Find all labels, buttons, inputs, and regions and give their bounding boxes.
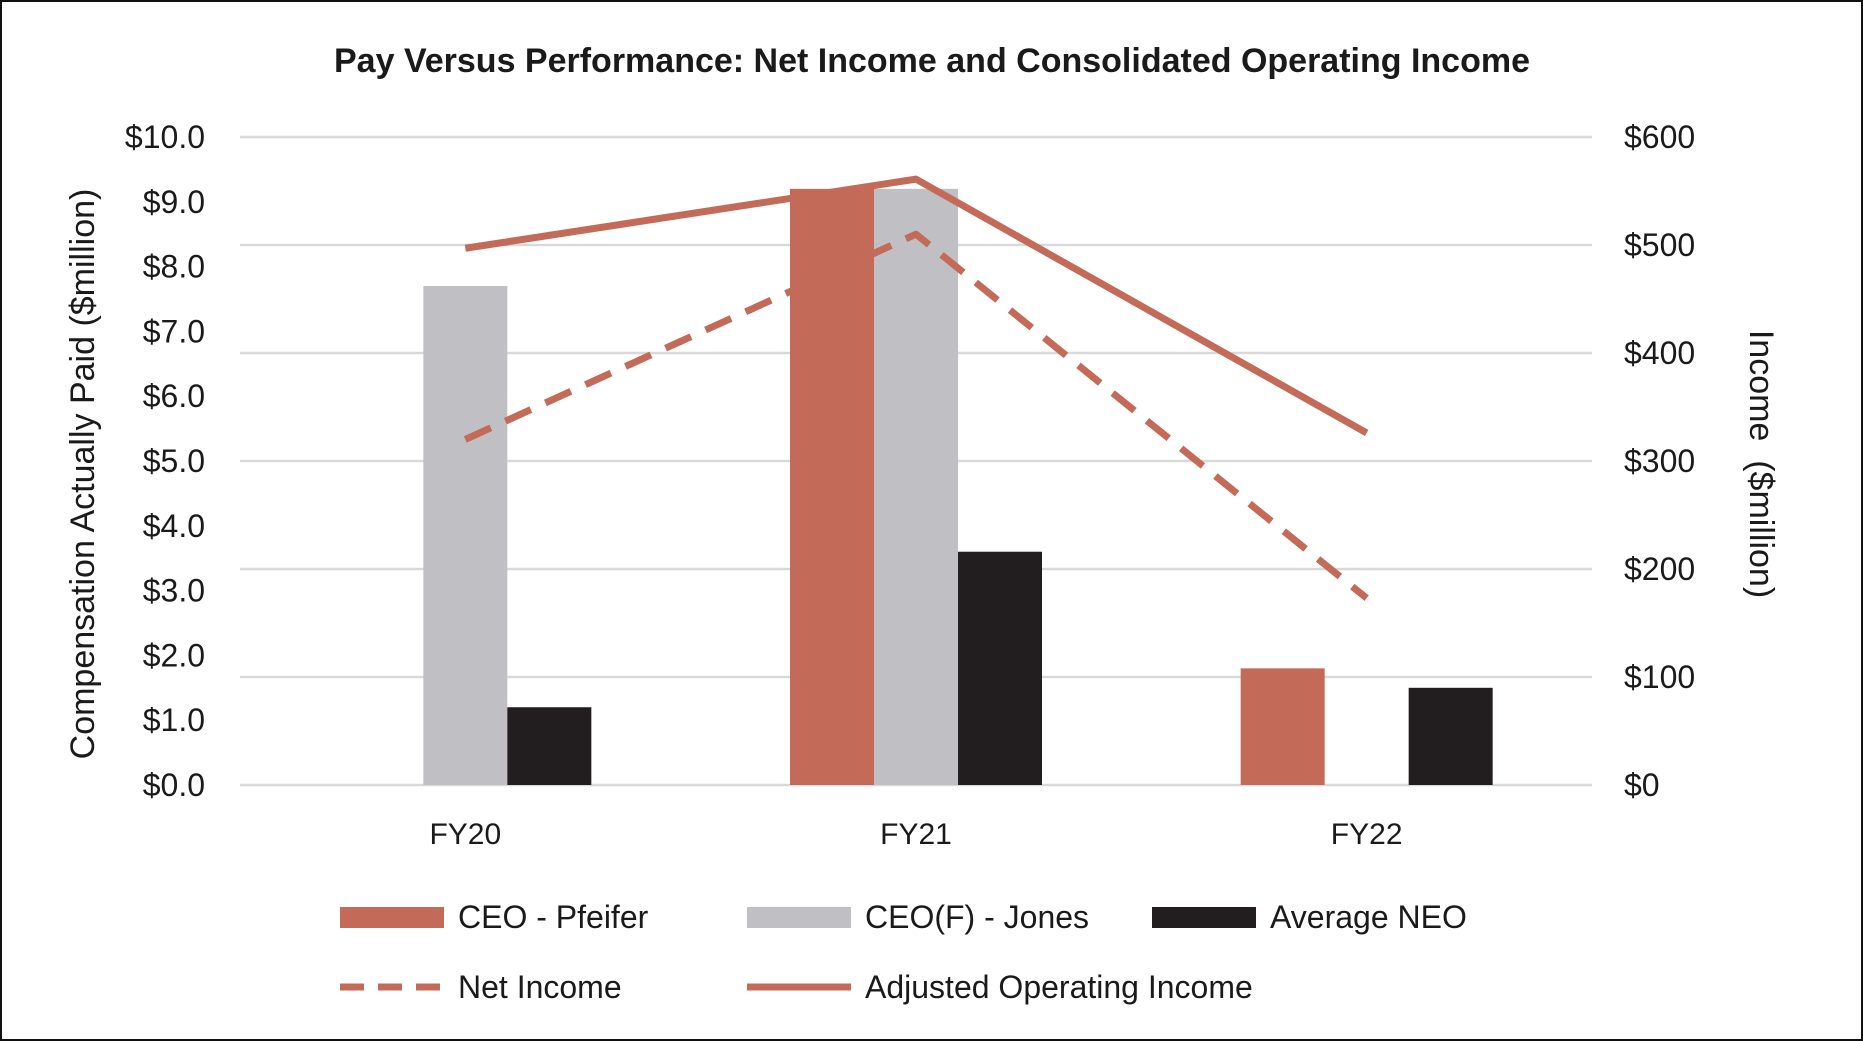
- left-tick-label: $7.0: [143, 313, 205, 349]
- left-tick-label: $3.0: [143, 573, 205, 609]
- right-tick-label: $600: [1624, 119, 1695, 155]
- left-axis-title: Compensation Actually Paid ($million): [64, 189, 102, 760]
- bar: [874, 188, 958, 786]
- series-lines: [463, 175, 1369, 601]
- net-income-line: [463, 230, 1369, 601]
- bars: [423, 188, 1493, 786]
- bar: [1240, 668, 1325, 785]
- bar: [790, 188, 874, 786]
- left-tick-label: $1.0: [143, 702, 205, 738]
- category-label: FY22: [1331, 818, 1403, 851]
- category-label: FY20: [429, 818, 501, 851]
- bar: [423, 286, 508, 785]
- legend-label: CEO - Pfeifer: [458, 899, 649, 935]
- right-tick-label: $0: [1624, 767, 1660, 803]
- legend-label: Net Income: [458, 969, 622, 1005]
- chart-title: Pay Versus Performance: Net Income and C…: [334, 42, 1530, 80]
- legend-label: Adjusted Operating Income: [865, 969, 1253, 1005]
- legend-swatch: [1152, 907, 1256, 928]
- bar: [1408, 687, 1493, 785]
- right-tick-label: $300: [1624, 443, 1695, 479]
- bar: [507, 707, 592, 785]
- left-tick-label: $4.0: [143, 508, 205, 544]
- right-tick-label: $400: [1624, 335, 1695, 371]
- legend-label: CEO(F) - Jones: [865, 899, 1089, 935]
- left-tick-label: $8.0: [143, 249, 205, 285]
- left-axis-ticks: $0.0 $1.0 $2.0 $3.0 $4.0 $5.0 $6.0 $7.0 $8.0 $9.0…: [125, 119, 205, 803]
- bar: [958, 551, 1042, 785]
- legend: CEO - Pfeifer CEO(F) - Jones Average NEO Ne…: [340, 899, 1467, 1005]
- category-labels: FY20 FY21 FY22: [429, 818, 1402, 851]
- left-tick-label: $5.0: [143, 443, 205, 479]
- adjusted-operating-income-line: [464, 175, 1369, 436]
- left-tick-label: $0.0: [143, 767, 205, 803]
- right-tick-label: $100: [1624, 659, 1695, 695]
- legend-swatch: [340, 907, 444, 928]
- category-label: FY21: [880, 818, 952, 851]
- right-tick-label: $200: [1624, 551, 1695, 587]
- right-axis-ticks: $0 $100 $200 $300 $400 $500 $600: [1624, 119, 1695, 803]
- right-axis-title: Income ($million): [1742, 330, 1780, 598]
- legend-swatch: [747, 907, 851, 928]
- left-tick-label: $9.0: [143, 184, 205, 220]
- legend-label: Average NEO: [1270, 899, 1467, 935]
- right-tick-label: $500: [1624, 227, 1695, 263]
- left-tick-label: $6.0: [143, 378, 205, 414]
- left-tick-label: $10.0: [125, 119, 205, 155]
- left-tick-label: $2.0: [143, 637, 205, 673]
